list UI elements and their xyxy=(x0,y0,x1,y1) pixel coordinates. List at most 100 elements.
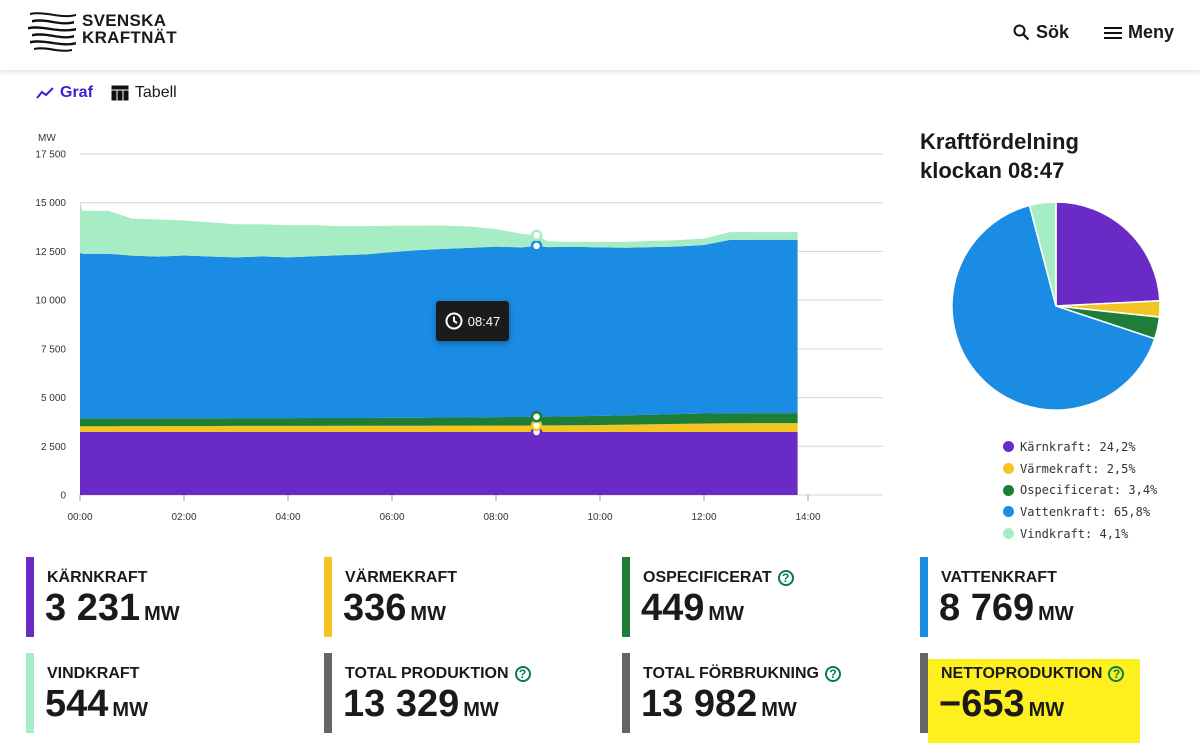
stat-card-value: 13 329 xyxy=(343,683,460,725)
stat-card-value: 3 231 xyxy=(45,587,141,629)
pie-slice-vindkraft[interactable] xyxy=(1028,201,1057,307)
view-tabs: Graf Tabell xyxy=(36,84,177,102)
table-icon xyxy=(111,85,129,101)
stat-card-label-row: VATTENKRAFT xyxy=(941,569,1057,587)
tab-tabell-label: Tabell xyxy=(134,84,177,101)
stat-card-value: −653 xyxy=(939,683,1025,725)
legend-swatch xyxy=(1003,506,1014,518)
time-tooltip: 08:47 xyxy=(436,301,509,341)
stat-card-label: OSPECIFICERAT xyxy=(643,569,772,586)
x-tick-label: 04:00 xyxy=(275,512,300,523)
tab-graf[interactable]: Graf xyxy=(36,84,93,102)
legend-label: Ospecificerat: 3,4% xyxy=(1020,483,1158,498)
search-button[interactable]: Sök xyxy=(1013,22,1069,43)
legend-item[interactable]: Kärnkraft: 24,2% xyxy=(1003,436,1157,458)
stat-card-value: 544 xyxy=(45,683,109,725)
legend-item[interactable]: Ospecificerat: 3,4% xyxy=(1003,479,1157,501)
tab-tabell[interactable]: Tabell xyxy=(111,84,177,102)
y-tick-label: 10 000 xyxy=(35,296,66,307)
legend-label: Kärnkraft: 24,2% xyxy=(1020,439,1136,454)
area-series-kärnkraft[interactable] xyxy=(80,432,798,495)
stat-card-vattenkraft: VATTENKRAFT 8 769 MW xyxy=(920,557,1180,637)
legend-item[interactable]: Värmekraft: 2,5% xyxy=(1003,458,1157,480)
logo-line-1: SVENSKA xyxy=(82,11,167,30)
pie-chart[interactable] xyxy=(948,198,1164,414)
stat-card-label: TOTAL FÖRBRUKNING xyxy=(643,665,819,682)
legend-item[interactable]: Vindkraft: 4,1% xyxy=(1003,523,1157,545)
stat-card-value-row: 336 MW xyxy=(343,587,446,630)
help-icon[interactable]: ? xyxy=(514,666,531,682)
line-chart-icon xyxy=(36,87,54,99)
stat-card-color-bar xyxy=(920,557,928,637)
stat-card-label-row: NETTOPRODUKTION? xyxy=(941,665,1125,683)
clock-icon xyxy=(445,312,463,330)
stat-card-value: 336 xyxy=(343,587,407,629)
help-icon[interactable]: ? xyxy=(825,666,841,682)
stat-card-value-row: 544 MW xyxy=(45,683,148,726)
stat-card-color-bar xyxy=(920,653,928,733)
pie-slice-vattenkraft[interactable] xyxy=(951,204,1156,411)
x-tick-label: 00:00 xyxy=(67,512,92,523)
search-label: Sök xyxy=(1036,22,1070,42)
stat-card-unit: MW xyxy=(708,603,744,625)
stat-card-color-bar xyxy=(26,653,34,733)
highlight-marker xyxy=(928,659,1140,743)
hover-point-vattenkraft xyxy=(530,240,543,252)
stat-card-unit: MW xyxy=(463,699,499,721)
y-tick-label: 5 000 xyxy=(41,393,66,404)
help-icon[interactable]: ? xyxy=(1108,666,1125,682)
stat-card-label-row: TOTAL PRODUKTION? xyxy=(345,665,531,683)
x-tick-label: 12:00 xyxy=(691,512,716,523)
stat-card-label-row: KÄRNKRAFT xyxy=(47,569,147,587)
hover-point-vindkraft xyxy=(530,229,543,242)
stat-card-value-row: 3 231 MW xyxy=(45,587,180,630)
svenska-kraftnat-logo[interactable] xyxy=(26,10,176,54)
stat-card-label-row: VÄRMEKRAFT xyxy=(345,569,457,587)
stat-card-color-bar xyxy=(622,557,630,637)
tooltip-time: 08:47 xyxy=(467,313,501,329)
hamburger-menu-icon xyxy=(1104,26,1122,39)
pie-title: Kraftfördelning klockan 08:47 xyxy=(920,127,1180,185)
area-series-värmekraft[interactable] xyxy=(80,423,798,433)
y-tick-label: 15 000 xyxy=(35,198,66,209)
stat-card-color-bar xyxy=(26,557,34,637)
y-tick-label: 12 500 xyxy=(35,247,66,258)
stat-card-label: VINDKRAFT xyxy=(47,665,140,682)
site-header: SVENSKA KRAFTNÄT Sök Meny xyxy=(0,0,1200,70)
stat-card-color-bar xyxy=(324,653,332,733)
stat-card-color-bar xyxy=(622,653,630,733)
stat-card-value-row: 449 MW xyxy=(641,587,744,630)
stat-card-unit: MW xyxy=(1028,699,1065,721)
stat-card-label: KÄRNKRAFT xyxy=(47,569,148,586)
y-tick-label: 2 500 xyxy=(41,442,66,453)
stat-card-label-row: TOTAL FÖRBRUKNING? xyxy=(643,665,841,683)
stat-card-value-row: −653 MW xyxy=(939,683,1064,726)
area-series-ospecificerat[interactable] xyxy=(80,413,798,427)
x-tick-label: 06:00 xyxy=(379,512,404,523)
help-icon[interactable]: ? xyxy=(777,570,794,586)
stat-card-unit: MW xyxy=(761,699,797,721)
stat-card-unit: MW xyxy=(112,699,148,721)
stat-card-label: VATTENKRAFT xyxy=(941,569,1057,586)
stat-card-value-row: 8 769 MW xyxy=(939,587,1074,630)
logo-wordmark: SVENSKA KRAFTNÄT xyxy=(82,12,177,46)
stat-card-ospecificerat: OSPECIFICERAT? 449 MW xyxy=(622,557,882,637)
stat-card-label: TOTAL PRODUKTION xyxy=(345,665,509,682)
y-axis-label: MW xyxy=(38,133,56,144)
stat-card-value-row: 13 982 MW xyxy=(641,683,797,726)
pie-slice-kärnkraft[interactable] xyxy=(1055,201,1161,307)
legend-item[interactable]: Vattenkraft: 65,8% xyxy=(1003,501,1157,523)
x-tick-label: 02:00 xyxy=(171,512,196,523)
y-tick-label: 0 xyxy=(60,491,66,502)
legend-swatch xyxy=(1003,441,1014,453)
pie-title-line-1: Kraftfördelning xyxy=(920,129,1079,154)
stat-card-value-row: 13 329 MW xyxy=(343,683,499,726)
area-series-vindkraft[interactable] xyxy=(80,202,798,258)
stat-card-label: NETTOPRODUKTION xyxy=(941,665,1103,682)
legend-swatch xyxy=(1003,484,1014,496)
menu-button[interactable]: Meny xyxy=(1104,22,1174,43)
legend-label: Vindkraft: 4,1% xyxy=(1020,526,1129,541)
stat-card-vindkraft: VINDKRAFT 544 MW xyxy=(26,653,286,733)
stat-card-unit: MW xyxy=(144,603,180,625)
stat-card-label: VÄRMEKRAFT xyxy=(345,569,457,586)
